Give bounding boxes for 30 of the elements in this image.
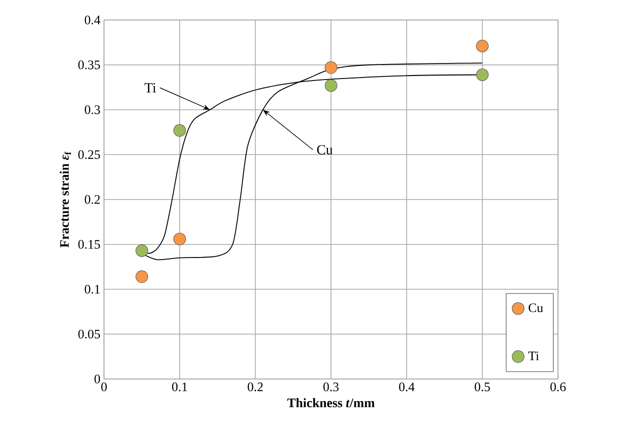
annotation: Cu [317,145,333,154]
point [173,124,186,137]
point [173,232,186,246]
point [476,40,489,52]
legend-label: Cu [528,303,544,312]
y-tick-label: 0.4 [84,16,100,24]
x-tick-label: 0.5 [474,382,490,392]
y-tick-label: 0 [94,374,100,384]
y-tick-label: 0.05 [78,330,100,339]
y-tick-label: 0.35 [78,60,100,70]
y-tick-label: 0.1 [84,284,100,294]
point [324,61,338,74]
point [136,244,148,257]
x-tick-label: 0.4 [399,382,415,392]
y-tick-label: 0.2 [84,195,100,204]
x-axis-title: Thickness t/mm [287,398,375,408]
x-tick-label: 0.3 [323,382,339,392]
point [136,270,148,283]
y-axis-title: Fracture strain ε$_{f}$ [60,152,71,248]
x-tick-label: 0 [101,382,107,392]
point [476,68,489,82]
point [324,79,338,92]
y-tick-label: 0.15 [78,240,100,249]
y-tick-label: 0.3 [84,105,100,114]
annotation: Ti [144,83,156,92]
x-tick-label: 0.2 [248,382,263,392]
x-tick-label: 0.6 [550,382,566,392]
x-tick-label: 0.1 [172,382,187,392]
legend-label: Ti [528,352,539,360]
y-tick-label: 0.25 [78,150,100,160]
